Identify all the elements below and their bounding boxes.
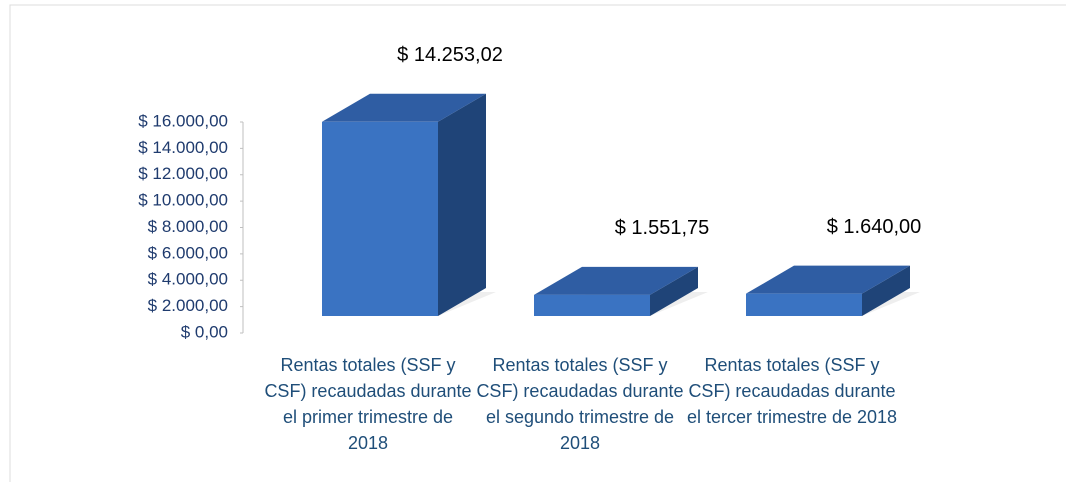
bar-side [438,93,486,316]
bar [322,121,438,316]
y-tick-label: $ 2.000,00 [148,296,228,315]
bar [534,294,650,316]
x-tick-label: Rentas totales (SSF y CSF) recaudadas du… [686,355,898,427]
value-label: $ 1.640,00 [827,216,922,238]
bar-side [862,265,910,316]
value-label: $ 14.253,02 [397,44,503,66]
bar-top [746,265,910,294]
x-tick-label: Rentas totales (SSF y CSF) recaudadas du… [476,355,684,453]
y-tick-label: $ 16.000,00 [138,111,228,130]
bar-top [322,93,486,122]
chart-frame [9,4,1066,482]
y-tick-label: $ 8.000,00 [148,217,228,236]
y-tick-label: $ 6.000,00 [148,243,228,262]
y-tick-label: $ 14.000,00 [138,138,228,157]
bar-side [650,266,698,316]
bar-top [534,266,698,295]
bar [746,293,862,316]
value-label: $ 1.551,75 [615,217,710,239]
y-tick-label: $ 10.000,00 [138,191,228,210]
x-tick-label: Rentas totales (SSF y CSF) recaudadas du… [264,355,472,453]
y-tick-label: $ 12.000,00 [138,164,228,183]
y-tick-label: $ 0,00 [181,322,228,341]
y-tick-label: $ 4.000,00 [148,270,228,289]
